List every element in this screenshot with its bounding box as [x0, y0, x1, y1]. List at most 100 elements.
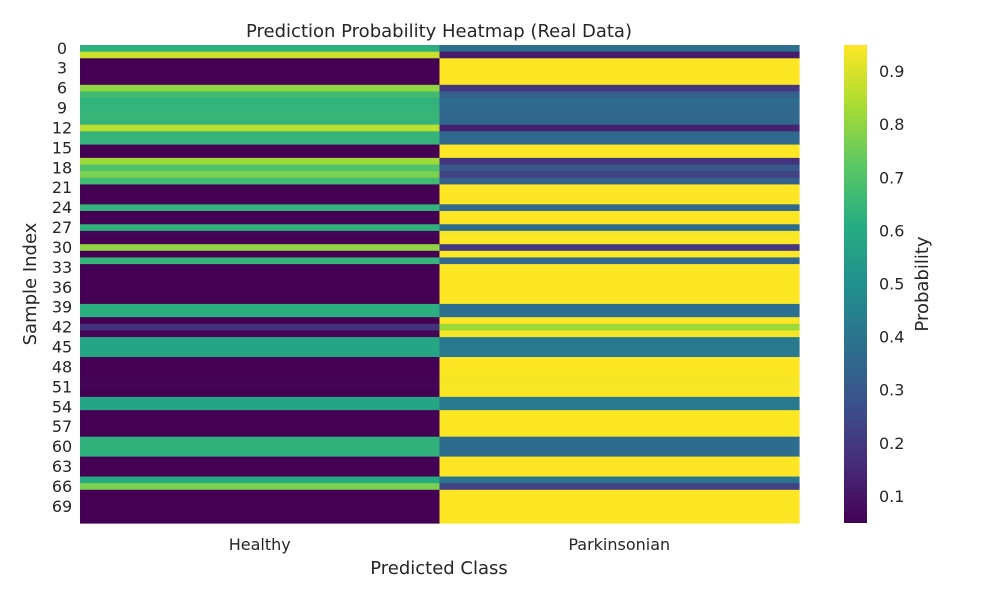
heatmap-cell: [80, 277, 441, 285]
heatmap-cell: [80, 423, 441, 431]
heatmap-cell: [80, 403, 441, 411]
heatmap-cell: [80, 376, 441, 385]
heatmap-cell: [80, 91, 441, 99]
colorbar-tick-label: 0.5: [879, 275, 904, 294]
heatmap-cell: [439, 449, 800, 458]
heatmap-cell: [80, 244, 441, 252]
colorbar-tick-label: 0.8: [879, 115, 904, 134]
chart-title: Prediction Probability Heatmap (Real Dat…: [246, 21, 632, 42]
heatmap-cell: [439, 396, 800, 405]
heatmap-cell: [80, 157, 441, 166]
heatmap-cell: [80, 71, 441, 79]
heatmap-cell: [439, 204, 800, 212]
heatmap-cell: [80, 64, 441, 73]
x-tick-label: Parkinsonian: [568, 535, 670, 554]
heatmap-cell: [439, 303, 800, 312]
colorbar-tick-label: 0.9: [879, 62, 904, 81]
heatmap-cell: [439, 270, 800, 278]
heatmap-cell: [80, 476, 441, 484]
heatmap-cell: [439, 58, 800, 66]
heatmap-cell: [439, 144, 800, 152]
colorbar: [844, 45, 867, 523]
heatmap-cell: [80, 144, 441, 152]
heatmap-cell: [80, 496, 441, 504]
heatmap-cell: [80, 396, 441, 405]
heatmap-cell: [80, 303, 441, 312]
heatmap-cell: [439, 357, 800, 365]
heatmap-cell: [439, 151, 800, 159]
heatmap-cell: [80, 383, 441, 391]
y-tick-label: 0: [57, 39, 67, 58]
colorbar-tick-label: 0.6: [879, 221, 904, 240]
heatmap-cell: [80, 330, 441, 338]
heatmap-cell: [439, 323, 800, 332]
colorbar-tick-label: 0.7: [879, 168, 904, 187]
heatmap-cell: [80, 184, 441, 192]
heatmap-cell: [80, 210, 441, 219]
heatmap-cell: [80, 270, 441, 278]
y-tick-label: 30: [52, 238, 72, 257]
colorbar-tick-label: 0.3: [879, 381, 904, 400]
heatmap-cell: [80, 58, 441, 66]
heatmap-cell: [439, 257, 800, 265]
heatmap-cell: [80, 151, 441, 159]
heatmap-cell: [439, 383, 800, 391]
heatmap-cell: [80, 191, 441, 199]
heatmap-cell: [439, 416, 800, 425]
heatmap-cell: [80, 337, 441, 345]
heatmap-cell: [439, 137, 800, 146]
heatmap-cell: [439, 423, 800, 431]
heatmap-cell: [80, 224, 441, 232]
heatmap-cell: [80, 78, 441, 86]
heatmap-cell: [80, 357, 441, 365]
heatmap-cell: [80, 410, 441, 418]
heatmap-cell: [439, 164, 800, 172]
heatmap-cell: [439, 363, 800, 371]
heatmap-cell: [439, 64, 800, 73]
heatmap-cell: [439, 410, 800, 418]
heatmap-cell: [439, 337, 800, 345]
heatmap-cell: [439, 230, 800, 239]
heatmap-cell: [80, 164, 441, 172]
y-tick-label: 24: [52, 198, 72, 217]
heatmap-cell: [439, 191, 800, 199]
y-tick-label: 15: [52, 138, 72, 157]
heatmap-cell: [80, 290, 441, 298]
y-tick-label: 69: [52, 497, 72, 516]
heatmap-cell: [439, 277, 800, 285]
heatmap-cell: [80, 257, 441, 265]
colorbar-tick-label: 0.2: [879, 434, 904, 453]
heatmap-cell: [439, 124, 800, 132]
heatmap-cell: [80, 317, 441, 325]
heatmap-cell: [439, 224, 800, 232]
heatmap-cell: [439, 503, 800, 511]
y-tick-label: 57: [52, 417, 72, 436]
heatmap-cell: [439, 509, 800, 517]
x-axis-label: Predicted Class: [370, 558, 508, 579]
heatmap-cell: [439, 436, 800, 444]
heatmap-cell: [80, 51, 441, 59]
heatmap-cell: [439, 430, 800, 438]
x-tick-label: Healthy: [229, 535, 291, 554]
heatmap-cell: [80, 323, 441, 332]
heatmap-cell: [80, 489, 441, 498]
heatmap-cells: [80, 45, 800, 524]
y-tick-label: 27: [52, 218, 72, 237]
y-tick-label: 45: [52, 338, 72, 357]
heatmap-cell: [439, 217, 800, 225]
heatmap-cell: [439, 476, 800, 484]
heatmap-cell: [80, 284, 441, 292]
heatmap-cell: [439, 483, 800, 491]
y-tick-label: 60: [52, 437, 72, 456]
heatmap-cell: [439, 489, 800, 498]
heatmap-cell: [80, 264, 441, 272]
heatmap-cell: [80, 516, 441, 524]
heatmap-cell: [439, 51, 800, 59]
heatmap-cell: [439, 84, 800, 93]
heatmap-cell: [80, 370, 441, 378]
heatmap-cell: [439, 171, 800, 179]
heatmap-cell: [80, 297, 441, 305]
heatmap-cell: [80, 118, 441, 126]
heatmap-cell: [80, 250, 441, 259]
